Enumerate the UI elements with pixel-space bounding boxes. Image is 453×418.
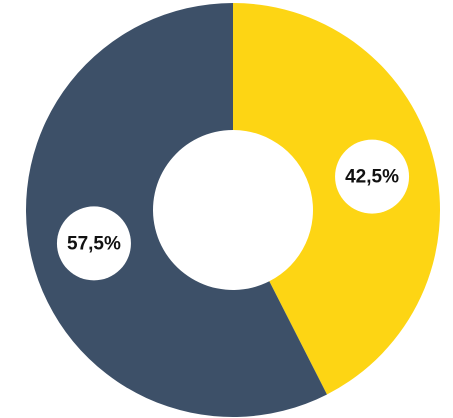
data-label: 57,5% [67,233,121,254]
donut-slice [233,3,440,395]
data-label: 42,5% [345,167,399,188]
label-badge [56,206,131,281]
donut-slice [26,3,327,418]
label-badge [335,139,410,214]
